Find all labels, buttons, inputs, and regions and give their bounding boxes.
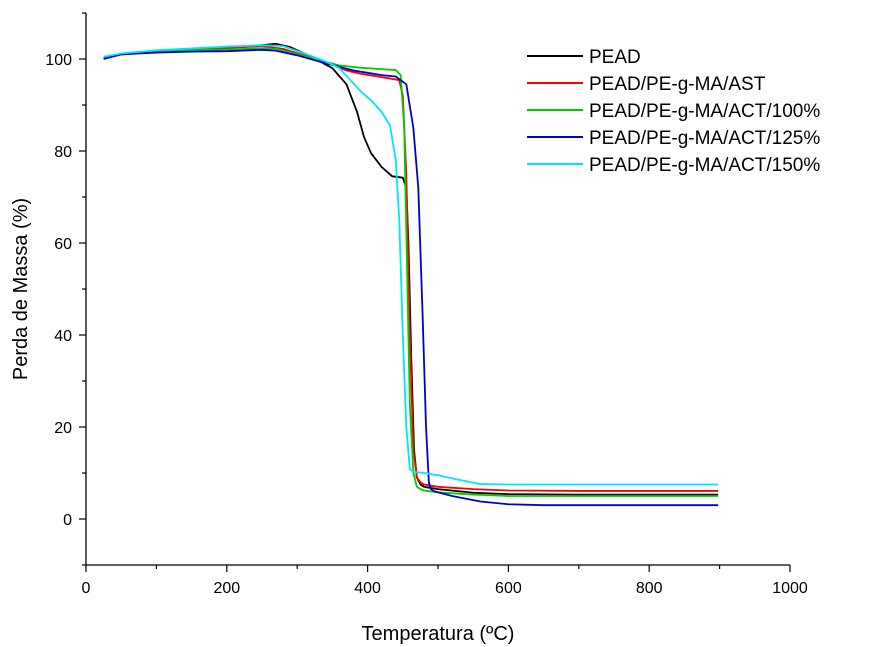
y-axis-title: Perda de Massa (%) [10,198,32,380]
axes: 0 200 400 600 800 1000 0 20 40 60 80 100 [45,12,808,597]
y-tick-label: 40 [54,328,72,345]
x-axis-title: Temperatura (ºC) [362,623,515,645]
x-tick-label: 400 [354,580,381,597]
x-tick-label: 0 [82,580,91,597]
y-tick-label: 100 [45,52,72,69]
y-tick-label: 20 [54,420,72,437]
legend-label: PEAD/PE-g-MA/ACT/125% [589,128,820,149]
legend-label: PEAD/PE-g-MA/ACT/100% [589,101,820,122]
x-tick-label: 600 [495,580,522,597]
series-line-4 [103,48,719,507]
y-tick-label: 60 [54,236,72,253]
y-tick-label: 80 [54,144,72,161]
legend-label: PEAD/PE-g-MA/AST [589,74,766,95]
legend: PEAD PEAD/PE-g-MA/AST PEAD/PE-g-MA/ACT/100… [527,47,820,176]
y-tick-label: 0 [63,512,72,529]
series-line-5 [103,44,719,486]
x-tick-label: 800 [636,580,663,597]
series-lines [103,42,719,507]
x-tick-label: 200 [213,580,240,597]
x-tick-label: 1000 [772,580,808,597]
legend-label: PEAD [589,47,641,68]
series-line-3 [103,47,719,497]
legend-label: PEAD/PE-g-MA/ACT/150% [589,155,820,176]
